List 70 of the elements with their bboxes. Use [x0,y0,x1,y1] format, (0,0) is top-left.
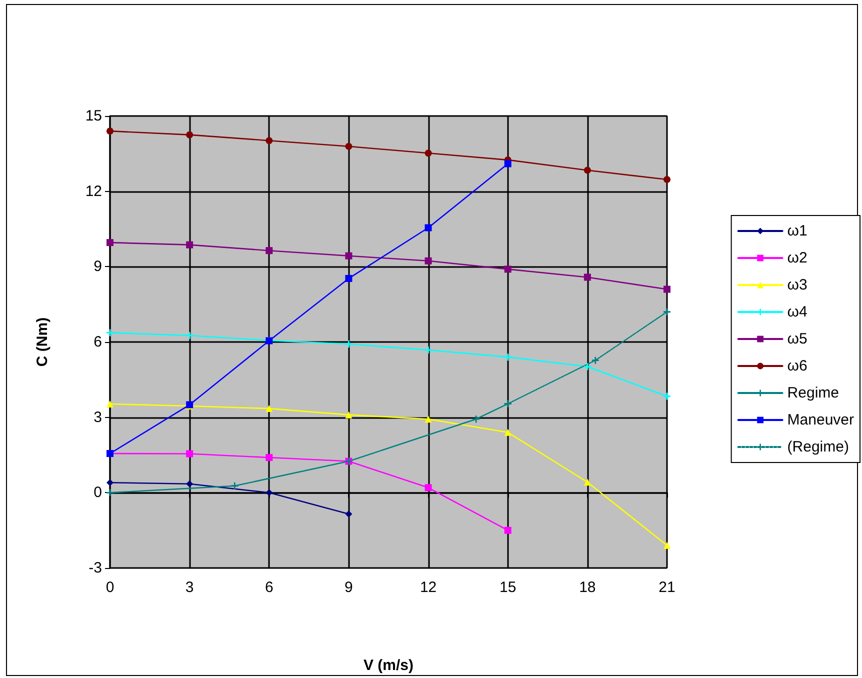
point [504,428,512,436]
point [424,257,432,264]
legend-label: ω5 [787,330,808,348]
legend-label: Regime [787,384,839,402]
legend-label: (Regime) [787,438,849,456]
legend-label: ω6 [787,358,808,374]
point [266,247,273,254]
x-tick-label: 3 [185,579,194,596]
y-tick-label: 12 [85,182,102,200]
point [186,241,194,248]
point [664,308,670,316]
x-tick-label: 15 [500,579,516,596]
point [584,274,591,281]
point [345,274,352,282]
x-tick-label: 9 [344,579,353,596]
point [424,224,432,232]
point [106,329,114,336]
legend-label: ω3 [787,276,808,294]
point [504,354,512,361]
y-tick-label: 9 [94,258,102,276]
point [424,346,432,354]
point [345,142,352,150]
point [345,510,352,518]
point [424,484,432,492]
point [584,478,591,486]
point [106,239,114,246]
point [472,416,480,423]
y-tick-label: 6 [94,334,102,350]
point [345,252,352,260]
y-tick-label: 15 [85,108,102,124]
point [504,526,512,534]
point [584,166,591,174]
point [504,160,512,168]
point [231,482,238,490]
point [186,450,194,458]
x-tick-label: 18 [579,579,596,596]
legend-label: ω1 [787,222,808,240]
point [424,150,432,157]
point [106,400,114,408]
point [592,356,599,364]
point [266,489,273,496]
point [664,176,670,184]
point [186,131,194,138]
point [424,416,432,423]
point [106,479,114,486]
point [266,137,273,144]
x-tick-label: 6 [264,579,274,596]
y-tick-label: 3 [94,408,102,426]
y-tick-label: -3 [88,560,102,576]
x-tick-label: 0 [106,579,114,596]
point [664,542,670,549]
y-tick-label: 0 [94,484,102,502]
x-tick-label: 12 [420,579,437,596]
legend-label: Maneuver [787,412,854,428]
x-axis-title: V (m/s) [363,657,414,674]
legend-label: ω2 [787,250,808,266]
point [664,392,670,400]
point [504,266,512,273]
x-tick-label: 21 [658,579,676,596]
y-axis-title: C (Nm) [34,317,51,367]
point [345,340,352,348]
point [345,411,352,418]
point [584,363,591,370]
point [186,480,194,488]
point [266,405,273,412]
point [186,332,194,339]
point [266,454,273,462]
point [664,286,670,293]
point [106,128,114,135]
legend-label: ω4 [787,304,808,320]
